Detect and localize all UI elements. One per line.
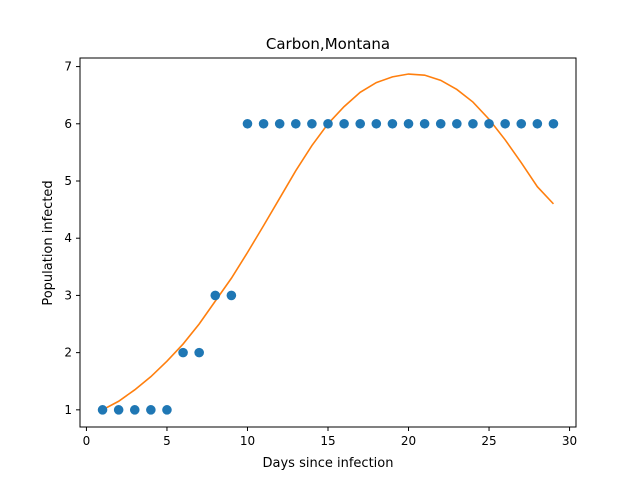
y-tick-label: 1	[64, 403, 72, 417]
data-point	[468, 118, 478, 129]
data-point	[210, 290, 221, 301]
x-tick-label: 15	[320, 434, 335, 448]
data-point	[516, 118, 527, 129]
x-tick-label: 25	[481, 434, 496, 448]
x-tick-label: 10	[240, 434, 255, 448]
y-tick-label: 5	[64, 174, 72, 188]
data-point	[323, 118, 333, 129]
x-tick-label: 0	[83, 434, 91, 448]
axis-ticks: 0 5 10 15 20 25 30 1 2 3 4 5 6 7	[64, 60, 577, 448]
data-point	[178, 347, 188, 358]
chart-title: Carbon,Montana	[266, 35, 390, 53]
data-point	[307, 118, 317, 129]
data-point	[97, 405, 108, 415]
data-point	[403, 118, 414, 129]
x-tick-label: 30	[562, 434, 577, 448]
x-axis-label: Days since infection	[263, 456, 394, 471]
x-tick-label: 20	[401, 434, 416, 448]
y-tick-label: 4	[64, 231, 72, 245]
data-point	[371, 118, 382, 129]
data-point	[242, 118, 253, 129]
plot-frame	[79, 57, 577, 428]
data-point	[162, 405, 172, 415]
y-tick-label: 2	[64, 346, 72, 360]
data-point	[339, 118, 349, 129]
data-point	[532, 118, 543, 129]
y-tick-label: 6	[64, 117, 72, 131]
data-point	[226, 290, 237, 301]
x-tick-label: 5	[163, 434, 171, 448]
data-point	[500, 118, 510, 129]
data-point	[419, 118, 430, 129]
y-tick-label: 3	[64, 288, 72, 302]
data-point	[274, 118, 285, 129]
y-tick-label: 7	[64, 60, 72, 74]
data-points-layer	[97, 118, 559, 415]
data-point	[290, 118, 301, 129]
data-point	[548, 118, 559, 129]
data-point	[129, 405, 140, 415]
y-axis-label: Population infected	[41, 180, 56, 305]
data-point	[435, 118, 446, 129]
data-point	[452, 118, 462, 129]
data-point	[258, 118, 269, 129]
data-point	[387, 118, 398, 129]
data-point	[146, 405, 156, 415]
data-point	[484, 118, 494, 129]
data-point	[113, 405, 124, 415]
data-point	[194, 347, 204, 358]
data-point	[355, 118, 366, 129]
